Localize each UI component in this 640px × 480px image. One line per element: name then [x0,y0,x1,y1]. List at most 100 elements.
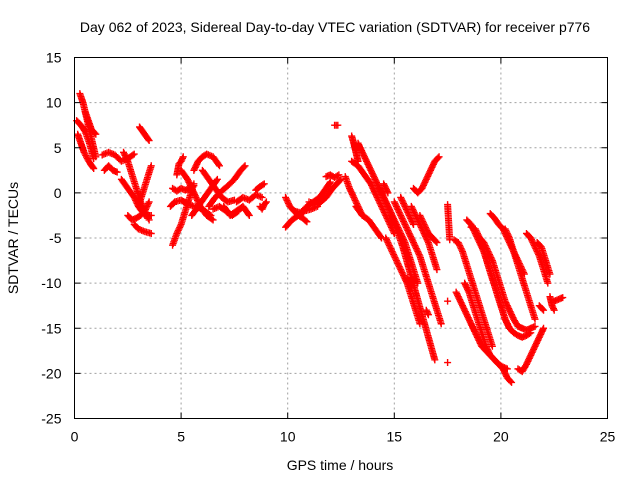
data-point [407,284,415,292]
series-arc-61 [533,239,554,278]
y-tick-label: 0 [54,185,62,201]
data-point [147,162,155,170]
data-point [82,151,90,159]
data-point [89,163,97,171]
data-point [113,168,121,176]
data-point [129,151,137,159]
chart-title: Day 062 of 2023, Sidereal Day-to-day VTE… [80,19,590,35]
data-point [531,315,539,323]
y-tick-label: 15 [46,50,62,66]
data-point [213,175,221,183]
series-arc-39 [375,184,422,287]
data-point [407,282,415,290]
x-tick-label: 0 [71,429,79,445]
data-point [259,181,267,189]
series-arc-59 [514,324,548,376]
series-arc-58 [501,225,539,323]
data-point [326,178,334,186]
data-point [147,229,155,237]
series-arc-34 [348,132,362,165]
data-point [145,216,153,224]
series-arc-43 [403,275,415,292]
data-point [384,189,392,197]
series-arc-12 [136,123,153,145]
series-arc-49 [444,297,452,305]
data-point [400,237,408,245]
data-point [130,150,138,158]
series-arc-05 [98,148,138,165]
x-tick-label: 15 [387,429,403,445]
series-arc-40 [380,180,392,197]
y-tick-label: -20 [41,365,61,381]
data-point [215,161,223,169]
data-point [80,148,88,156]
data-point [539,326,547,334]
y-tick-label: -15 [41,320,61,336]
data-point [81,150,89,158]
data-point [303,218,311,226]
data-point [145,137,153,145]
data-point [546,270,554,278]
series-arc-46 [416,211,441,247]
x-axis-tick-labels: 0 5 10 15 20 25 [71,429,616,445]
y-tick-label: -5 [49,230,62,246]
axis-ticks [74,57,608,419]
x-tick-label: 5 [177,429,185,445]
series-arc-56 [476,234,539,334]
series-arc-32 [331,121,342,129]
data-point [503,365,511,373]
data-point [431,356,439,364]
data-points [73,90,567,386]
y-axis-label: SDTVAR / TECUs [5,182,21,294]
series-arc-64 [550,294,567,305]
data-point [424,309,432,317]
series-arc-24 [233,191,266,206]
data-point [550,306,558,314]
y-tick-label: -25 [41,411,61,427]
data-point [261,199,269,207]
data-point [262,198,270,206]
data-point [531,322,539,330]
series-arc-51 [450,236,496,350]
data-point [383,187,391,195]
data-point [91,129,99,137]
data-point [336,176,344,184]
series-arc-11 [134,162,155,210]
y-tick-label: 10 [46,95,62,111]
data-point [424,237,432,245]
data-point [179,154,187,162]
series-arc-25 [252,180,268,194]
data-point [432,237,440,245]
series-arc-48 [444,201,454,244]
series-arc-31 [322,171,343,182]
data-point [179,153,187,161]
data-point [208,215,216,223]
series-arc-47 [422,306,432,319]
data-point [444,297,452,305]
data-point [416,320,424,328]
series-arc-06 [100,162,121,176]
data-point [415,251,423,259]
series-arc-21 [205,162,249,210]
series-arc-03 [73,117,98,163]
data-point [260,180,268,188]
data-point [409,220,417,228]
data-point [424,311,432,319]
data-point [244,210,252,218]
data-point [377,233,385,241]
series-arc-26 [256,198,270,213]
data-point [245,211,253,219]
series-arc-17 [177,166,217,224]
data-point [145,198,153,206]
y-tick-label: -10 [41,275,61,291]
series-arc-42 [397,193,417,228]
data-point [212,177,220,185]
series-arc-50 [444,359,452,367]
data-point [444,359,452,367]
data-point [302,217,310,225]
data-point [90,165,98,173]
data-point [334,121,342,129]
data-point [258,193,266,201]
x-axis-label: GPS time / hours [287,457,394,473]
data-point [540,306,548,314]
